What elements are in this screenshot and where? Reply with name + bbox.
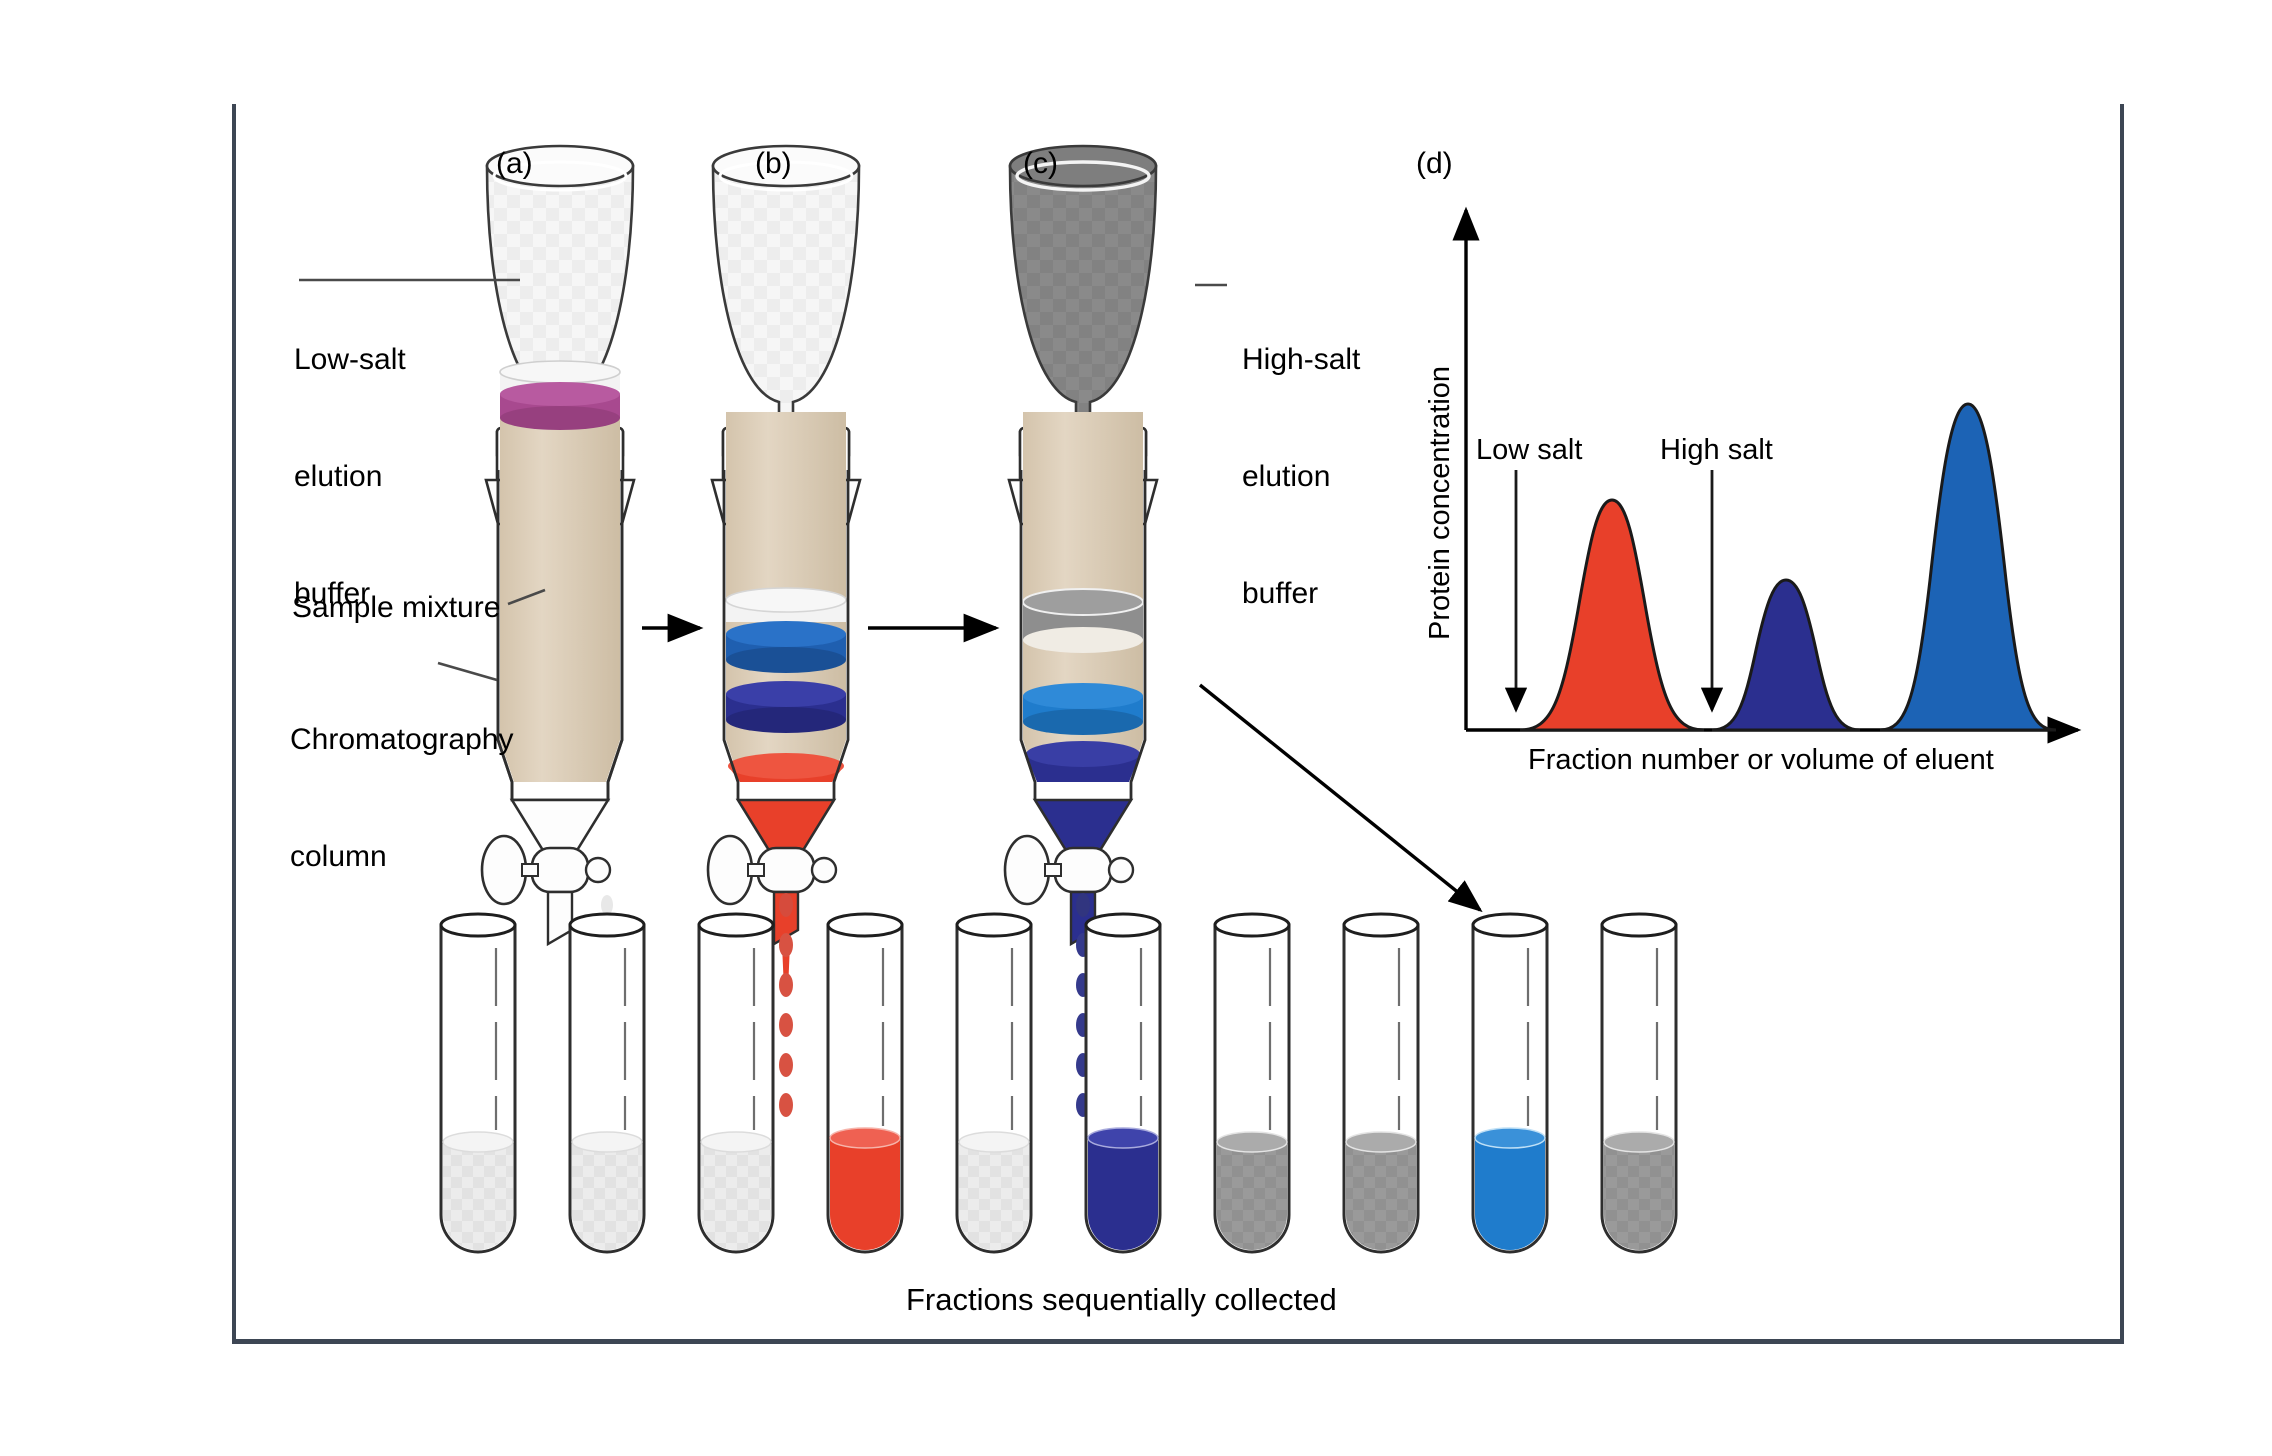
- funnel-c-rim: [1008, 144, 1158, 188]
- test-tube-10[interactable]: [1600, 912, 1678, 1254]
- elution-profile-chart: [1452, 206, 2082, 744]
- column-b-red-front-top: [728, 753, 844, 779]
- column-a-buffer-surface: [499, 360, 621, 384]
- callout-high-salt-line-2: elution: [1242, 460, 1331, 493]
- fraction-pointer-arrow: [1198, 683, 1483, 913]
- column-c: [1003, 144, 1159, 947]
- funnel-c: [1008, 164, 1158, 457]
- callout-sample-mixture: Sample mixture: [292, 591, 501, 624]
- column-a-sample-band-bottom: [500, 406, 620, 430]
- callout-chromatography-column: Chromatography column: [290, 642, 513, 954]
- column-c-blue-band-top: [1023, 683, 1143, 709]
- column-a-stopcock-neck: [521, 863, 539, 877]
- column-a-outlet-tip: [546, 890, 574, 947]
- panel-letter-d: (d): [1416, 147, 1453, 180]
- column-c-buffer-surface: [1022, 588, 1144, 616]
- leader-chromatography-column: [437, 661, 498, 682]
- column-b-blue-band-bottom: [726, 647, 846, 673]
- column-a-resin: [500, 412, 620, 782]
- panel-letter-c: (c): [1023, 147, 1058, 180]
- funnel-c-inner-rim: [1015, 160, 1151, 192]
- column-b-navy-band-bottom: [726, 707, 846, 733]
- column-a-glass-edge: [496, 470, 624, 800]
- funnel-a-inner-rim: [492, 160, 628, 192]
- funnel-b: [711, 164, 861, 457]
- chart-peak-red: [1519, 498, 1705, 732]
- column-b-blue-band-top: [726, 621, 846, 647]
- column-c-stopcock-handle[interactable]: [1003, 834, 1051, 906]
- callout-low-salt-line-3: buffer: [294, 577, 371, 610]
- figure-caption: Fractions sequentially collected: [906, 1282, 1337, 1317]
- column-a: [480, 144, 636, 947]
- column-a-taper: [509, 798, 611, 854]
- callout-low-salt-buffer: Low-salt elution buffer: [294, 262, 406, 691]
- chart-annotation-low-salt: Low salt: [1476, 434, 1583, 466]
- column-c-blue-band-bottom: [1023, 709, 1143, 735]
- test-tube-9[interactable]: [1471, 912, 1549, 1254]
- column-a-stopcock-knob[interactable]: [584, 856, 612, 884]
- test-tube-3[interactable]: [697, 912, 775, 1254]
- column-c-navy-band-top: [1026, 741, 1140, 767]
- column-b-stopcock-neck: [747, 863, 765, 877]
- drip-stream-red: [779, 893, 793, 1117]
- callout-high-salt-line-1: High-salt: [1242, 343, 1361, 376]
- chart-peak-navy: [1711, 578, 1861, 732]
- chart-y-axis-label: Protein concentration: [1424, 365, 1456, 640]
- test-tube-2[interactable]: [568, 912, 646, 1254]
- leader-sample-mixture: [507, 588, 546, 606]
- column-b-buffer-surface: [725, 587, 847, 613]
- column-c-stopcock-neck: [1044, 863, 1062, 877]
- chart-peak-blue: [1879, 402, 2057, 732]
- column-c-glass-edge: [1019, 470, 1147, 800]
- column-c-stopcock-body: [1053, 846, 1113, 894]
- panel-letter-a: (a): [496, 147, 533, 180]
- column-c-taper-navy: [1032, 798, 1134, 854]
- callout-column-line-1: Chromatography: [290, 723, 514, 756]
- panel-letter-b: (b): [755, 147, 792, 180]
- callout-low-salt-line-1: Low-salt: [294, 343, 406, 376]
- column-c-stopcock-knob[interactable]: [1107, 856, 1135, 884]
- test-tube-7[interactable]: [1213, 912, 1291, 1254]
- column-b-stopcock-body: [756, 846, 816, 894]
- column-b-taper-red: [735, 798, 837, 854]
- callout-column-line-2: column: [290, 840, 387, 873]
- column-c-buffer-bottom: [1023, 627, 1143, 653]
- test-tube-6[interactable]: [1084, 912, 1162, 1254]
- funnel-b-inner-rim: [718, 160, 854, 192]
- test-tube-4[interactable]: [826, 912, 904, 1254]
- test-tube-8[interactable]: [1342, 912, 1420, 1254]
- column-a-sample-band-top: [500, 382, 620, 406]
- callout-low-salt-line-2: elution: [294, 460, 383, 493]
- column-b-navy-band-top: [726, 681, 846, 707]
- chart-annotation-high-salt: High salt: [1660, 434, 1773, 466]
- chart-x-axis-label: Fraction number or volume of eluent: [1528, 744, 1994, 776]
- column-b-stopcock-knob[interactable]: [810, 856, 838, 884]
- column-b-glass-edge: [722, 470, 850, 800]
- test-tube-5[interactable]: [955, 912, 1033, 1254]
- callout-high-salt-line-3: buffer: [1242, 577, 1319, 610]
- funnel-a-rim: [485, 144, 635, 188]
- column-b: [706, 144, 862, 990]
- test-tube-1[interactable]: [439, 912, 517, 1254]
- callout-high-salt-buffer: High-salt elution buffer: [1242, 262, 1360, 691]
- column-b-stopcock-handle[interactable]: [706, 834, 754, 906]
- funnel-b-rim: [711, 144, 861, 188]
- column-a-stopcock-body: [530, 846, 590, 894]
- test-tube-rack: [439, 912, 1678, 1254]
